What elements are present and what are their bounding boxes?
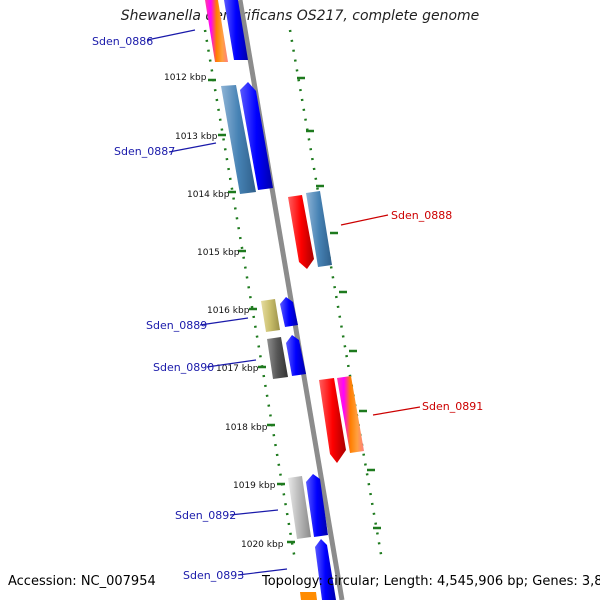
outer-scale-line (288, 29, 384, 561)
gene-0889a[interactable] (261, 299, 280, 332)
gene-label-sden-0889[interactable]: Sden_0889 (146, 319, 207, 332)
gene-0892a[interactable] (288, 476, 311, 539)
genome-backbone (237, 0, 345, 600)
gene-0888b[interactable] (306, 191, 332, 267)
gene-0887a[interactable] (221, 85, 256, 194)
tick-label-1012: 1012 kbp (164, 73, 207, 83)
tick-label-1014: 1014 kbp (187, 190, 230, 200)
gene-0888-arrow[interactable] (288, 195, 314, 269)
gene-label-sden-0893[interactable]: Sden_0893 (183, 569, 244, 582)
genome-summary-text: Topology: circular; Length: 4,545,906 bp… (262, 574, 600, 589)
gene-features (205, 0, 364, 600)
gene-labels: Sden_0886 Sden_0887 Sden_0888 Sden_0889 … (92, 35, 483, 582)
gene-0891b[interactable] (337, 376, 364, 453)
gene-0891-arrow[interactable] (319, 378, 346, 463)
inner-tick-marks (208, 78, 295, 544)
tick-label-1013: 1013 kbp (175, 132, 218, 142)
gene-0889-arrow[interactable] (280, 297, 298, 327)
gene-label-sden-0886[interactable]: Sden_0886 (92, 35, 153, 48)
kbp-labels: 1012 kbp 1013 kbp 1014 kbp 1015 kbp 1016… (164, 73, 284, 550)
outer-tick-marks (297, 76, 381, 530)
tick-label-1018: 1018 kbp (225, 423, 268, 433)
gene-label-sden-0892[interactable]: Sden_0892 (175, 509, 236, 522)
gene-0886-arrow[interactable] (224, 0, 248, 60)
gene-0893-arrow[interactable] (315, 539, 336, 600)
gene-label-sden-0890[interactable]: Sden_0890 (153, 361, 214, 374)
tick-label-1019: 1019 kbp (233, 481, 276, 491)
tick-label-1020: 1020 kbp (241, 540, 284, 550)
leader-lines (146, 29, 421, 576)
gene-0892-arrow[interactable] (306, 474, 328, 537)
gene-0890a[interactable] (267, 337, 288, 379)
gene-0887-arrow[interactable] (240, 82, 273, 190)
tick-label-1015: 1015 kbp (197, 248, 240, 258)
accession-text: Accession: NC_007954 (8, 574, 156, 589)
gene-0886-stripes[interactable] (205, 0, 228, 62)
gene-label-sden-0891[interactable]: Sden_0891 (422, 400, 483, 413)
tick-label-1016: 1016 kbp (207, 306, 250, 316)
gene-0890-arrow[interactable] (286, 335, 306, 376)
tick-label-1017: 1017 kbp (216, 364, 259, 374)
gene-label-sden-0887[interactable]: Sden_0887 (114, 145, 175, 158)
gene-bottom-orange (300, 592, 317, 600)
gene-label-sden-0888[interactable]: Sden_0888 (391, 209, 452, 222)
